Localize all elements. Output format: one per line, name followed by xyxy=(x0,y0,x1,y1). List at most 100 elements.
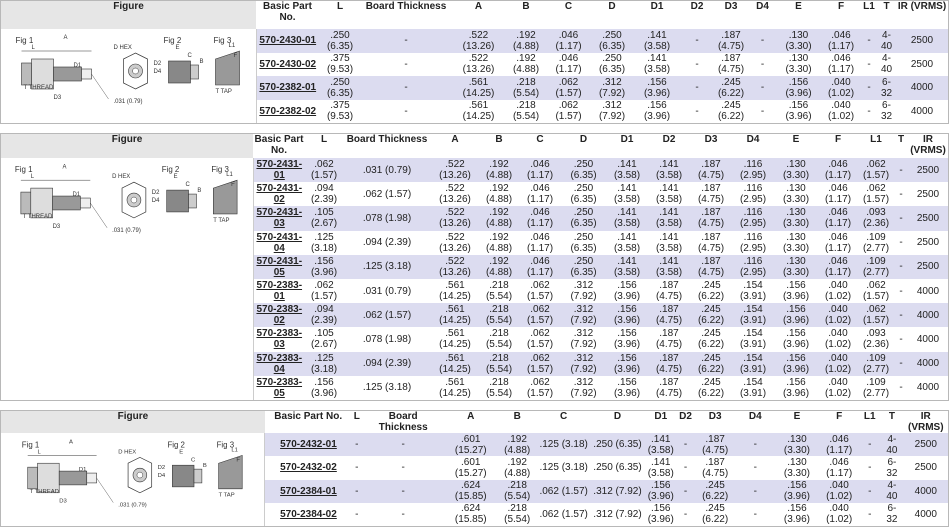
cell: .250 (6.35) xyxy=(561,158,606,183)
part-number-link[interactable]: 570-2430-02 xyxy=(259,58,317,70)
cell: .218 (5.54) xyxy=(506,99,546,123)
cell: .109 (2.77) xyxy=(858,351,894,376)
figure-label: E xyxy=(175,45,179,51)
cell: - xyxy=(859,433,881,457)
drawing-line xyxy=(27,466,38,490)
part-number-link[interactable]: 570-2432-02 xyxy=(280,462,337,474)
cell: .187 (4.75) xyxy=(648,278,690,304)
figure-label: D3 xyxy=(52,224,60,230)
column-header: D3 xyxy=(694,411,736,433)
cell: 2500 xyxy=(896,29,948,53)
figure-label: F xyxy=(236,457,240,463)
part-table: Figure Basic Part No. L Board Thickness A B C D… xyxy=(0,410,949,527)
drawing-line xyxy=(20,62,32,86)
drawing-line xyxy=(212,179,238,215)
data-row: 570-2431-02.094 (2.39) .062 (1.57) .522 (1… xyxy=(1,182,948,207)
part-number-link[interactable]: 570-2431-05 xyxy=(256,255,303,278)
part-number-link[interactable]: 570-2431-01 xyxy=(256,159,303,182)
part-number-link[interactable]: 570-2432-01 xyxy=(280,439,337,451)
cell: - xyxy=(749,76,776,100)
cell: .141 (3.58) xyxy=(644,433,677,457)
part-number-link[interactable]: 570-2383-01 xyxy=(256,280,303,303)
column-header: L1 xyxy=(858,134,894,158)
part-number-link[interactable]: 570-2431-02 xyxy=(256,183,303,206)
part-number-link[interactable]: 570-2430-01 xyxy=(259,35,317,47)
column-header: D2 xyxy=(676,411,695,433)
column-header: IR (VRMS) xyxy=(903,411,948,433)
figure-label: Fig 1 xyxy=(15,36,33,45)
cell: .062 (1.57) xyxy=(519,303,561,328)
cell: .130 (3.30) xyxy=(774,254,818,279)
figure-label: D3 xyxy=(59,499,67,505)
table: Figure Basic Part No. L Board Thickness A B C D… xyxy=(1,411,948,526)
cell: .156 (3.96) xyxy=(633,76,681,100)
cell: 4-40 xyxy=(880,479,904,503)
cell: .141 (3.58) xyxy=(606,230,648,255)
column-header: D2 xyxy=(681,1,713,29)
figure-label: T TAP xyxy=(218,493,234,499)
cell: .141 (3.58) xyxy=(606,254,648,279)
cell: 4-40 xyxy=(877,29,896,53)
data-row: 570-2382-02.375 (9.53) - .561 (14.25) .218 … xyxy=(1,99,948,123)
part-number-link[interactable]: 570-2431-03 xyxy=(256,207,303,230)
cell: - xyxy=(361,29,451,53)
cell: 6-32 xyxy=(880,502,904,526)
cell: .105 (2.67) xyxy=(305,206,343,231)
part-number-link[interactable]: 570-2382-01 xyxy=(259,82,317,94)
cell: .040 (1.02) xyxy=(818,351,858,376)
drawing-line xyxy=(79,197,91,209)
part-number-link[interactable]: 570-2384-02 xyxy=(280,508,337,520)
column-header: Figure xyxy=(1,134,253,158)
cell: .141 (3.58) xyxy=(606,158,648,183)
cell: .125 (3.18) xyxy=(305,230,343,255)
cell: 570-2431-05 xyxy=(253,254,305,279)
cell: 570-2383-05 xyxy=(253,375,305,400)
cell: .040 (1.02) xyxy=(818,375,858,400)
cell: .187 (4.75) xyxy=(713,29,749,53)
drawing-line xyxy=(171,464,195,488)
column-header: L xyxy=(305,134,343,158)
column-header: D3 xyxy=(690,134,732,158)
cell: .192 (4.88) xyxy=(479,182,519,207)
drawing-line xyxy=(132,67,139,75)
cell: .561 (14.25) xyxy=(431,278,479,304)
cell: .245 (6.22) xyxy=(690,278,732,304)
cell: .062 (1.57) xyxy=(519,375,561,400)
part-number-link[interactable]: 570-2383-02 xyxy=(256,304,303,327)
data-row: 570-2430-02.375 (9.53) - .522 (13.26) .192 … xyxy=(1,52,948,76)
cell: .046 (1.17) xyxy=(519,254,561,279)
drawing-line xyxy=(80,68,92,80)
part-number-link[interactable]: 570-2383-05 xyxy=(256,376,303,399)
part-number-link[interactable]: 570-2431-04 xyxy=(256,231,303,254)
part-number-link[interactable]: 570-2383-04 xyxy=(256,352,303,375)
cell: .218 (5.54) xyxy=(479,278,519,304)
cell: 6-32 xyxy=(880,456,904,480)
figure-label: L xyxy=(37,449,41,455)
cell: .046 (1.17) xyxy=(546,29,591,53)
data-row: 570-2383-04.125 (3.18) .094 (2.39) .561 (1… xyxy=(1,351,948,376)
drawing-line xyxy=(52,195,81,211)
cell: .141 (3.58) xyxy=(648,254,690,279)
column-header: Board Thickness xyxy=(343,134,431,158)
cell: .192 (4.88) xyxy=(506,29,546,53)
cell: - xyxy=(351,502,363,526)
column-header: D xyxy=(561,134,606,158)
part-number-link[interactable]: 570-2384-01 xyxy=(280,485,337,497)
cell: .522 (13.26) xyxy=(431,182,479,207)
data-row: 570-2431-04.125 (3.18) .094 (2.39) .522 (1… xyxy=(1,230,948,255)
cell: 570-2432-02 xyxy=(264,456,352,480)
cell: .156 (3.96) xyxy=(305,375,343,400)
part-number-link[interactable]: 570-2383-03 xyxy=(256,328,303,351)
cell: - xyxy=(749,52,776,76)
part-number-link[interactable]: 570-2382-02 xyxy=(259,105,317,117)
cell: .093 (2.36) xyxy=(858,206,894,231)
cell: .116 (2.95) xyxy=(732,254,774,279)
cell: 4000 xyxy=(903,479,948,503)
cell: .156 (3.96) xyxy=(774,502,820,526)
cell: 4000 xyxy=(908,327,948,352)
cell: .156 (3.96) xyxy=(776,76,821,100)
